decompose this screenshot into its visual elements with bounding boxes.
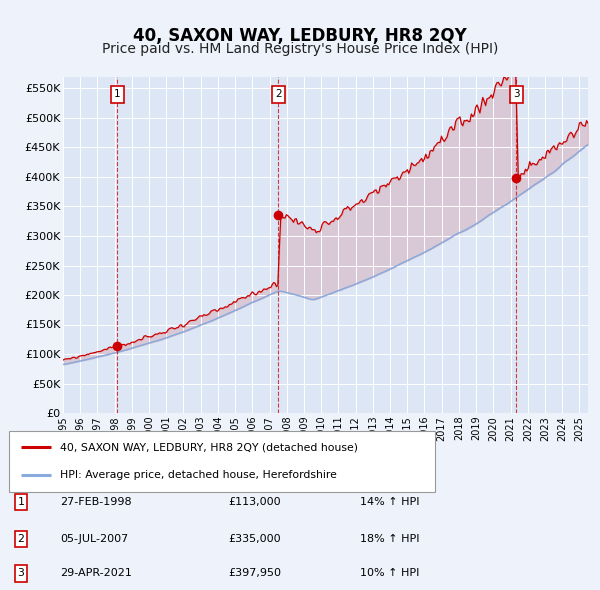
Text: 27-FEB-1998: 27-FEB-1998 [60,497,131,507]
Text: Price paid vs. HM Land Registry's House Price Index (HPI): Price paid vs. HM Land Registry's House … [102,42,498,57]
Text: £113,000: £113,000 [228,497,281,507]
Text: 1: 1 [17,497,25,507]
Text: 2: 2 [275,90,281,99]
Text: 3: 3 [17,569,25,578]
Text: 3: 3 [513,90,520,99]
Text: 10% ↑ HPI: 10% ↑ HPI [360,569,419,578]
Text: 29-APR-2021: 29-APR-2021 [60,569,132,578]
Text: 1: 1 [114,90,121,99]
Text: £335,000: £335,000 [228,534,281,544]
Text: 14% ↑ HPI: 14% ↑ HPI [360,497,419,507]
Text: HPI: Average price, detached house, Herefordshire: HPI: Average price, detached house, Here… [60,470,337,480]
Text: 40, SAXON WAY, LEDBURY, HR8 2QY: 40, SAXON WAY, LEDBURY, HR8 2QY [133,27,467,45]
Text: £397,950: £397,950 [228,569,281,578]
Text: 05-JUL-2007: 05-JUL-2007 [60,534,128,544]
FancyBboxPatch shape [9,431,435,491]
Text: 40, SAXON WAY, LEDBURY, HR8 2QY (detached house): 40, SAXON WAY, LEDBURY, HR8 2QY (detache… [60,442,358,453]
Text: 2: 2 [17,534,25,544]
Text: 18% ↑ HPI: 18% ↑ HPI [360,534,419,544]
